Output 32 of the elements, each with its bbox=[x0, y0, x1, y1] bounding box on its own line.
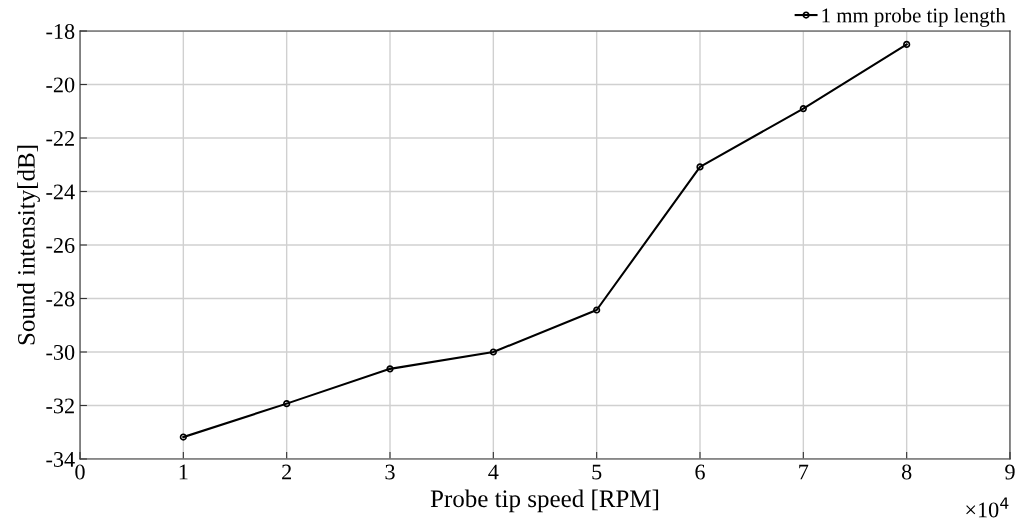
x-tick-label: 1 bbox=[179, 464, 188, 480]
point bbox=[593, 306, 601, 314]
y-tick-label: -30 bbox=[46, 344, 75, 360]
point bbox=[799, 104, 807, 113]
point bbox=[283, 400, 291, 408]
x-axis-title: Probe tip speed [RPM] bbox=[430, 489, 659, 513]
y-tick-label: -32 bbox=[46, 398, 74, 414]
x-tick-label: 7 bbox=[799, 464, 809, 480]
y-tick-label: -24 bbox=[46, 184, 75, 200]
y-tick-label: -26 bbox=[46, 237, 75, 253]
line-series bbox=[179, 40, 911, 441]
point bbox=[179, 433, 187, 441]
x-tick-label: 4 bbox=[488, 464, 499, 480]
y-tick-label: -34 bbox=[46, 451, 75, 467]
y-tick-label: -20 bbox=[46, 77, 75, 93]
point bbox=[386, 365, 394, 373]
x-tick-label: 5 bbox=[592, 464, 602, 480]
y-tick-label: -18 bbox=[46, 23, 75, 39]
y-axis-title: Sound intensity[dB] bbox=[17, 145, 40, 345]
y-tick-label: -22 bbox=[46, 130, 74, 146]
point bbox=[696, 163, 704, 171]
legend-label: 1 mm probe tip length bbox=[822, 7, 1006, 27]
text: ×10$^{4}$ bbox=[966, 497, 1009, 518]
point bbox=[903, 40, 911, 48]
x-tick-label: 3 bbox=[385, 464, 395, 480]
x-tick-label: 8 bbox=[901, 464, 912, 480]
x-tick-label: 6 bbox=[695, 464, 705, 480]
x-tick-label: 0 bbox=[75, 464, 85, 480]
x-tick-label: 9 bbox=[1005, 464, 1015, 480]
x-tick-label: 2 bbox=[282, 464, 291, 480]
point bbox=[489, 348, 497, 356]
y-tick-label: -28 bbox=[46, 291, 75, 307]
